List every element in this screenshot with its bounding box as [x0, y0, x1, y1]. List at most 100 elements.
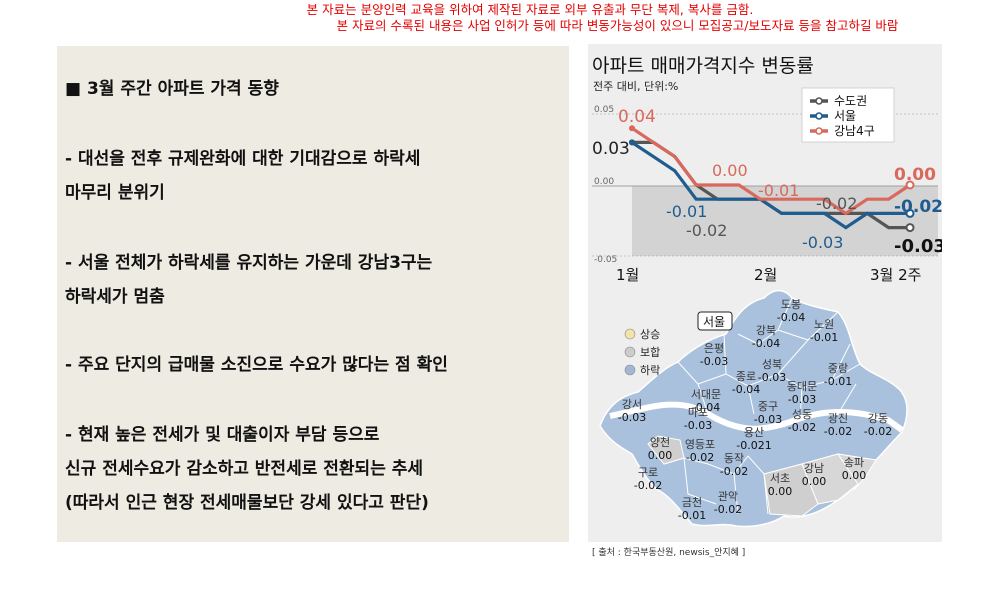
label-gangnam-000: 0.00 — [712, 161, 748, 180]
legend-marker-2 — [815, 127, 823, 135]
district-name-4: 성북 — [762, 358, 782, 371]
district-value-14: -0.03 — [618, 411, 646, 424]
source-credit: [ 출처 : 한국부동산원, newsis_안지혜 ] — [592, 548, 746, 558]
label-metro-002-a: -0.02 — [686, 221, 727, 240]
district-value-22: 0.00 — [842, 469, 867, 482]
district-name-5: 중랑 — [828, 362, 848, 375]
legend-label-2: 강남4구 — [834, 124, 875, 138]
district-name-13: 강동 — [868, 412, 888, 425]
district-name-8: 서대문 — [691, 388, 721, 401]
label-gangnam-end: 0.00 — [894, 165, 936, 185]
district-name-7: 동대문 — [787, 380, 817, 393]
district-name-10: 마포 — [688, 406, 708, 419]
y-tick-1: 0.00 — [594, 177, 614, 187]
bullet-3-line-1: - 주요 단지의 급매물 소진으로 수요가 많다는 점 확인 — [65, 355, 448, 375]
district-value-9: -0.03 — [754, 413, 782, 426]
series-start-marker-2 — [629, 125, 635, 132]
legend-marker-1 — [815, 112, 823, 120]
district-name-1: 노원 — [814, 318, 834, 331]
bullet-2-line-1: - 서울 전체가 하락세를 유지하는 가운데 강남3구는 — [65, 253, 433, 273]
district-value-5: -0.01 — [824, 375, 852, 388]
district-name-3: 은평 — [704, 342, 724, 355]
district-value-15: -0.021 — [736, 439, 771, 452]
district-value-3: -0.03 — [700, 355, 728, 368]
bullet-4: - 현재 높은 전세가 및 대출이자 부담 등으로 신규 전세수요가 감소하고 … — [65, 418, 429, 520]
map-title: 서울 — [703, 315, 725, 329]
chart-panel: 아파트 매매가격지수 변동률 전주 대비, 단위:% 0.05 0.00 -0.… — [588, 44, 942, 542]
district-seocho-fill — [763, 463, 819, 517]
district-value-6: -0.04 — [732, 383, 760, 396]
summary-title: ■ 3월 주간 아파트 가격 동향 — [65, 79, 279, 99]
bullet-4-line-1: - 현재 높은 전세가 및 대출이자 부담 등으로 — [65, 425, 380, 445]
district-value-11: -0.02 — [788, 421, 816, 434]
district-yangcheon-fill — [647, 435, 685, 465]
chart-figure: 아파트 매매가격지수 변동률 전주 대비, 단위:% 0.05 0.00 -0.… — [592, 55, 942, 528]
legend-marker-0 — [815, 97, 823, 105]
bullet-2: - 서울 전체가 하락세를 유지하는 가운데 강남3구는 하락세가 멈춤 — [65, 246, 432, 314]
district-value-16: 0.00 — [648, 449, 673, 462]
series-line-1 — [631, 141, 910, 230]
map-legend-label-2: 하락 — [640, 363, 660, 377]
y-tick-0: 0.05 — [594, 105, 614, 115]
district-name-0: 도봉 — [781, 298, 801, 311]
district-name-12: 광진 — [828, 412, 848, 425]
label-gangnam-001: -0.01 — [758, 181, 799, 200]
district-value-13: -0.02 — [864, 425, 892, 438]
label-gangnam-start: 0.04 — [618, 107, 656, 127]
label-metro-end: -0.03 — [894, 236, 942, 257]
series-layer — [629, 125, 915, 233]
label-seoul-003: -0.03 — [802, 233, 843, 252]
district-value-8: -0.04 — [692, 401, 720, 414]
map-legend-swatch-0 — [624, 328, 636, 340]
map-legend-label-1: 보합 — [640, 346, 660, 359]
map-legend-label-0: 상승 — [640, 328, 660, 341]
district-name-21: 강남 — [804, 462, 824, 475]
series-end-marker-1 — [905, 208, 915, 218]
x-tick-2: 3월 2주 — [870, 266, 921, 284]
district-name-17: 영등포 — [685, 438, 715, 451]
district-name-23: 금천 — [682, 495, 702, 509]
district-value-0: -0.04 — [777, 311, 805, 324]
chart-subtitle: 전주 대비, 단위:% — [593, 80, 678, 93]
legend-label-0: 수도권 — [834, 94, 867, 108]
district-value-2: -0.04 — [752, 337, 780, 350]
map-title-box — [697, 311, 733, 331]
han-river — [609, 401, 904, 433]
district-value-12: -0.02 — [824, 425, 852, 438]
notice: 본 자료는 분양인력 교육을 위하여 제작된 자료로 외부 유출과 무단 복제,… — [0, 2, 1000, 34]
notice-line-2: 본 자료의 수록된 내용은 사업 인허가 등에 따라 변동가능성이 있으니 모집… — [336, 18, 899, 33]
district-name-15: 용산 — [744, 426, 764, 439]
district-value-10: -0.03 — [684, 419, 712, 432]
district-name-6: 종로 — [736, 370, 756, 383]
series-line-2 — [631, 126, 911, 216]
summary-panel: ■ 3월 주간 아파트 가격 동향 - 대선을 전후 규제완화에 대한 기대감으… — [57, 46, 569, 542]
district-value-17: -0.02 — [686, 451, 714, 464]
district-name-11: 성동 — [792, 408, 812, 421]
bullet-3: - 주요 단지의 급매물 소진으로 수요가 많다는 점 확인 — [65, 348, 448, 382]
x-tick-1: 2월 — [754, 266, 777, 284]
district-value-19: -0.02 — [634, 479, 662, 492]
district-name-14: 강서 — [622, 398, 642, 411]
label-seoul-end: -0.02 — [894, 197, 942, 217]
district-name-2: 강북 — [756, 324, 776, 337]
district-name-16: 양천 — [650, 435, 670, 449]
series-end-marker-0 — [905, 223, 915, 233]
map-legend-swatch-1 — [624, 346, 636, 358]
district-name-18: 동작 — [724, 452, 744, 465]
chart-title: 아파트 매매가격지수 변동률 — [592, 55, 814, 77]
district-name-24: 관악 — [718, 490, 738, 503]
series-start-marker-1 — [629, 139, 635, 146]
district-value-18: -0.02 — [720, 465, 748, 478]
bullet-2-line-2: 하락세가 멈춤 — [65, 287, 165, 307]
series-end-marker-2 — [905, 180, 915, 190]
label-seoul-001: -0.01 — [666, 202, 707, 221]
district-name-22: 송파 — [844, 456, 864, 469]
bullet-4-line-3: (따라서 인근 현장 전세매물보단 강세 있다고 판단) — [65, 493, 429, 513]
district-value-7: -0.03 — [788, 393, 816, 406]
district-value-23: -0.01 — [678, 509, 706, 522]
bullet-1-line-2: 마무리 분위기 — [65, 183, 165, 203]
label-metro-002-b: -0.02 — [816, 194, 857, 213]
seoul-map — [599, 289, 908, 528]
district-value-20: 0.00 — [768, 485, 793, 498]
